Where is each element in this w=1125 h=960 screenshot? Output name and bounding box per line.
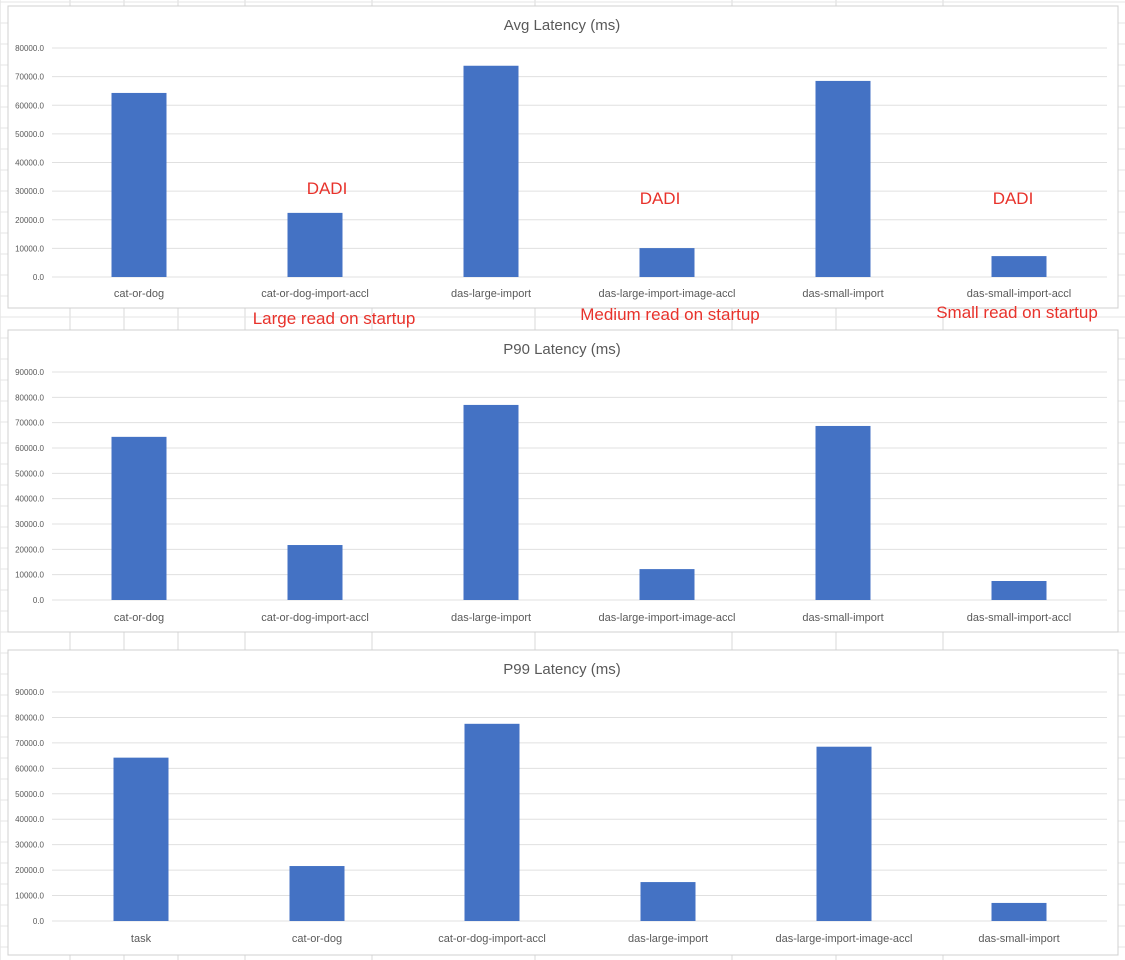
y-tick-label: 90000.0 (15, 688, 44, 697)
y-tick-label: 50000.0 (15, 790, 44, 799)
bar-cat-or-dog-import-accl (287, 545, 343, 600)
y-tick-label: 40000.0 (15, 495, 44, 504)
y-tick-label: 80000.0 (15, 713, 44, 722)
x-category-label: das-large-import-image-accl (599, 612, 736, 624)
y-tick-label: 20000.0 (15, 216, 44, 225)
bar-das-small-import-accl (991, 581, 1047, 600)
chart-2: P99 Latency (ms) 0.0 10000.0 20000.0 30000.0… (7, 649, 1119, 956)
x-category-label: das-large-import (451, 288, 531, 300)
bar-cat-or-dog-import-accl (287, 212, 343, 277)
dadi-label: DADI (993, 189, 1034, 208)
bar-cat-or-dog (111, 92, 167, 277)
bar-das-large-import-image-accl (639, 569, 695, 600)
y-tick-label: 30000.0 (15, 520, 44, 529)
bar-das-small-import (815, 425, 871, 600)
chart-area (7, 329, 1119, 633)
chart-area (7, 649, 1119, 956)
bar-cat-or-dog-import-accl (464, 723, 520, 921)
x-category-label: cat-or-dog (114, 612, 164, 624)
x-category-label: cat-or-dog-import-accl (261, 288, 369, 300)
note-large-read: Large read on startup (253, 309, 416, 328)
bar-das-large-import (463, 65, 519, 277)
chart-0: Avg Latency (ms) 0.0 10000.0 20000.0 30000.0… (7, 5, 1119, 309)
y-tick-label: 10000.0 (15, 571, 44, 580)
bar-das-small-import (815, 80, 871, 277)
note-small-read: Small read on startup (936, 303, 1098, 322)
y-tick-label: 70000.0 (15, 419, 44, 428)
y-tick-label: 60000.0 (15, 101, 44, 110)
y-tick-label: 80000.0 (15, 44, 44, 53)
y-tick-label: 50000.0 (15, 469, 44, 478)
x-category-label: das-large-import (628, 933, 708, 945)
y-tick-label: 70000.0 (15, 739, 44, 748)
chart-title: P99 Latency (ms) (503, 661, 621, 678)
chart-title: Avg Latency (ms) (504, 17, 620, 34)
y-tick-label: 80000.0 (15, 393, 44, 402)
y-tick-label: 40000.0 (15, 815, 44, 824)
bar-das-large-import (640, 882, 696, 921)
y-tick-label: 30000.0 (15, 187, 44, 196)
x-category-label: das-small-import (978, 933, 1059, 945)
x-category-label: das-large-import-image-accl (776, 933, 913, 945)
y-tick-label: 50000.0 (15, 130, 44, 139)
bar-das-large-import-image-accl (816, 746, 872, 921)
x-category-label: das-small-import-accl (967, 612, 1072, 624)
y-tick-label: 20000.0 (15, 545, 44, 554)
y-tick-label: 60000.0 (15, 444, 44, 453)
x-category-label: das-small-import-accl (967, 288, 1072, 300)
dadi-label: DADI (640, 189, 681, 208)
y-tick-label: 0.0 (33, 273, 45, 282)
bar-das-large-import-image-accl (639, 248, 695, 277)
y-tick-label: 10000.0 (15, 892, 44, 901)
y-tick-label: 0.0 (33, 596, 45, 605)
x-category-label: cat-or-dog (114, 288, 164, 300)
bar-das-small-import (991, 902, 1047, 921)
chart-title: P90 Latency (ms) (503, 341, 621, 358)
x-category-label: das-large-import (451, 612, 531, 624)
bar-task (113, 757, 169, 921)
x-category-label: das-small-import (802, 288, 883, 300)
x-category-label: das-large-import-image-accl (599, 288, 736, 300)
y-tick-label: 0.0 (33, 917, 45, 926)
bar-cat-or-dog (289, 866, 345, 921)
x-category-label: cat-or-dog (292, 933, 342, 945)
y-tick-label: 40000.0 (15, 159, 44, 168)
bar-das-large-import (463, 404, 519, 600)
note-medium-read: Medium read on startup (580, 305, 760, 324)
x-category-label: das-small-import (802, 612, 883, 624)
y-tick-label: 60000.0 (15, 764, 44, 773)
x-category-label: cat-or-dog-import-accl (438, 933, 546, 945)
x-category-label: cat-or-dog-import-accl (261, 612, 369, 624)
x-category-label: task (131, 933, 152, 945)
annotations: DADI DADI DADI Large read on startup Med… (253, 179, 1098, 328)
bar-cat-or-dog (111, 436, 167, 600)
bar-das-small-import-accl (991, 256, 1047, 277)
y-tick-label: 70000.0 (15, 73, 44, 82)
y-tick-label: 20000.0 (15, 866, 44, 875)
y-tick-label: 90000.0 (15, 368, 44, 377)
chart-1: P90 Latency (ms) 0.0 10000.0 20000.0 30000.0… (7, 329, 1119, 633)
y-tick-label: 30000.0 (15, 841, 44, 850)
chart-area (7, 5, 1119, 309)
y-tick-label: 10000.0 (15, 244, 44, 253)
dadi-label: DADI (307, 179, 348, 198)
